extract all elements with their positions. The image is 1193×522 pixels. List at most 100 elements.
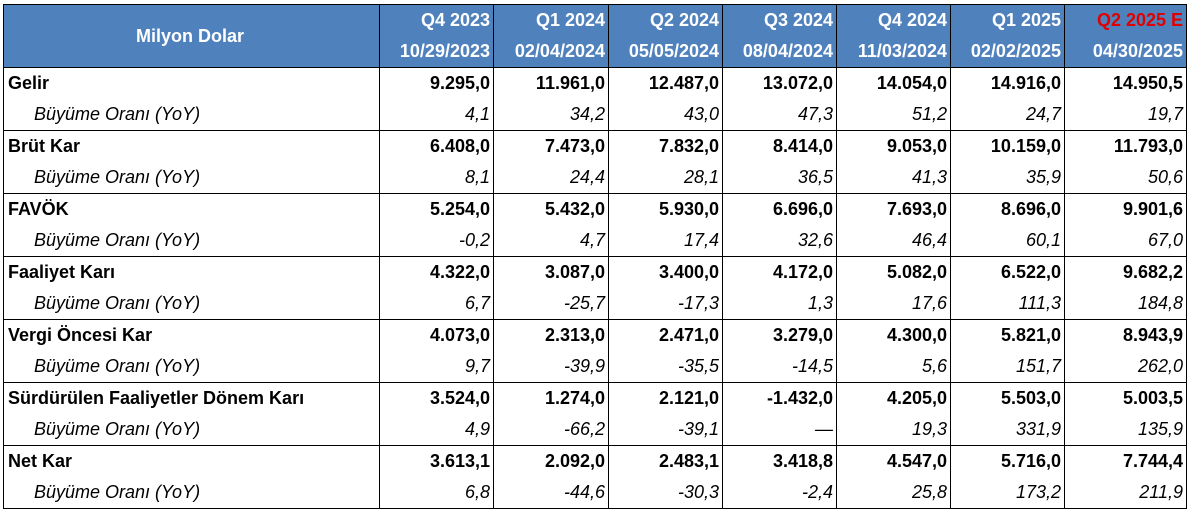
column-header-quarter: Q4 2024 xyxy=(836,4,951,36)
metric-value-cell: 6.696,0 xyxy=(722,193,837,225)
growth-value-cell: -39,1 xyxy=(608,414,723,446)
growth-label: Büyüme Oranı (YoY) xyxy=(3,99,380,131)
growth-value-cell: 17,6 xyxy=(836,288,951,320)
metric-value-cell: 2.471,0 xyxy=(608,319,723,351)
column-header-quarter: Q3 2024 xyxy=(722,4,837,36)
metric-value-cell: 5.716,0 xyxy=(950,445,1065,477)
metric-value-cell: 12.487,0 xyxy=(608,67,723,99)
growth-value-cell: -25,7 xyxy=(493,288,609,320)
growth-value-cell: 24,4 xyxy=(493,162,609,194)
growth-label: Büyüme Oranı (YoY) xyxy=(3,414,380,446)
growth-value-cell: 34,2 xyxy=(493,99,609,131)
growth-value-cell: -35,5 xyxy=(608,351,723,383)
metric-value-cell: 11.793,0 xyxy=(1064,130,1187,162)
metric-value-cell: 7.744,4 xyxy=(1064,445,1187,477)
growth-value-cell: -66,2 xyxy=(493,414,609,446)
metric-value-cell: 4.322,0 xyxy=(379,256,494,288)
metric-label: Brüt Kar xyxy=(3,130,380,162)
metric-value-cell: 5.930,0 xyxy=(608,193,723,225)
growth-value-cell: 36,5 xyxy=(722,162,837,194)
metric-value-cell: 7.832,0 xyxy=(608,130,723,162)
table-body: Gelir 9.295,0 11.961,0 12.487,0 13.072,0 14.0… xyxy=(3,67,1187,509)
growth-value-cell: 25,8 xyxy=(836,477,951,509)
metric-value-cell: 5.003,5 xyxy=(1064,382,1187,414)
metric-value-cell: 2.313,0 xyxy=(493,319,609,351)
financial-table-container: Milyon Dolar Q4 2023 Q1 2024 Q2 2024 Q3 … xyxy=(3,4,1187,509)
growth-value-cell: 6,8 xyxy=(379,477,494,509)
header-quarter-row: Milyon Dolar Q4 2023 Q1 2024 Q2 2024 Q3 … xyxy=(3,4,1187,68)
metric-row: FAVÖK 5.254,0 5.432,0 5.930,0 6.696,0 7.693,0… xyxy=(3,193,1187,225)
growth-value-cell: 184,8 xyxy=(1064,288,1187,320)
growth-value-cell: 5,6 xyxy=(836,351,951,383)
header-date-row: 10/29/2023 02/04/2024 05/05/2024 08/04/2… xyxy=(4,36,1187,68)
metric-value-cell: 5.432,0 xyxy=(493,193,609,225)
column-header-quarter: Q2 2024 xyxy=(608,4,723,36)
metric-value-cell: -1.432,0 xyxy=(722,382,837,414)
growth-row: Büyüme Oranı (YoY) 8,1 24,4 28,1 36,5 41,3 35,… xyxy=(3,162,1187,194)
growth-value-cell: 4,7 xyxy=(493,225,609,257)
metric-value-cell: 9.053,0 xyxy=(836,130,951,162)
metric-value-cell: 9.682,2 xyxy=(1064,256,1187,288)
growth-value-cell: 51,2 xyxy=(836,99,951,131)
growth-label: Büyüme Oranı (YoY) xyxy=(3,162,380,194)
growth-value-cell: 1,3 xyxy=(722,288,837,320)
growth-value-cell: 28,1 xyxy=(608,162,723,194)
growth-value-cell: 17,4 xyxy=(608,225,723,257)
metric-value-cell: 5.254,0 xyxy=(379,193,494,225)
growth-value-cell: 9,7 xyxy=(379,351,494,383)
column-header-quarter: Q1 2025 xyxy=(950,4,1065,36)
metric-value-cell: 5.082,0 xyxy=(836,256,951,288)
column-header-quarter-estimate: Q2 2025 E xyxy=(1064,4,1187,36)
metric-value-cell: 3.613,1 xyxy=(379,445,494,477)
column-header-date: 11/03/2024 xyxy=(836,36,951,68)
growth-value-cell: -2,4 xyxy=(722,477,837,509)
column-header-quarter: Q4 2023 xyxy=(379,4,494,36)
metric-value-cell: 13.072,0 xyxy=(722,67,837,99)
column-header-date: 10/29/2023 xyxy=(379,36,494,68)
growth-value-cell: 4,1 xyxy=(379,99,494,131)
metric-value-cell: 5.821,0 xyxy=(950,319,1065,351)
column-header-date: 08/04/2024 xyxy=(722,36,837,68)
metric-value-cell: 4.205,0 xyxy=(836,382,951,414)
column-header-date-estimate: 04/30/2025 xyxy=(1064,36,1187,68)
growth-value-cell: 43,0 xyxy=(608,99,723,131)
metric-row: Sürdürülen Faaliyetler Dönem Karı 3.524,0… xyxy=(3,382,1187,414)
metric-value-cell: 3.087,0 xyxy=(493,256,609,288)
metric-value-cell: 2.483,1 xyxy=(608,445,723,477)
growth-label: Büyüme Oranı (YoY) xyxy=(3,351,380,383)
growth-value-cell: -17,3 xyxy=(608,288,723,320)
metric-value-cell: 4.172,0 xyxy=(722,256,837,288)
metric-value-cell: 9.901,6 xyxy=(1064,193,1187,225)
metric-value-cell: 14.916,0 xyxy=(950,67,1065,99)
metric-label: Vergi Öncesi Kar xyxy=(3,319,380,351)
column-header-date: 02/04/2024 xyxy=(493,36,609,68)
metric-label: FAVÖK xyxy=(3,193,380,225)
growth-row: Büyüme Oranı (YoY) 4,1 34,2 43,0 47,3 51,2 24,… xyxy=(3,99,1187,131)
metric-value-cell: 11.961,0 xyxy=(493,67,609,99)
growth-value-cell: 8,1 xyxy=(379,162,494,194)
growth-value-cell: 67,0 xyxy=(1064,225,1187,257)
metric-value-cell: 10.159,0 xyxy=(950,130,1065,162)
metric-label: Sürdürülen Faaliyetler Dönem Karı xyxy=(3,382,380,414)
growth-row: Büyüme Oranı (YoY) 4,9 -66,2 -39,1—19,3 331,… xyxy=(3,414,1187,446)
growth-value-cell: -44,6 xyxy=(493,477,609,509)
metric-value-cell: 4.073,0 xyxy=(379,319,494,351)
metric-value-cell: 3.524,0 xyxy=(379,382,494,414)
growth-label: Büyüme Oranı (YoY) xyxy=(3,477,380,509)
growth-value-cell: 331,9 xyxy=(950,414,1065,446)
metric-value-cell: 6.408,0 xyxy=(379,130,494,162)
growth-value-cell: -30,3 xyxy=(608,477,723,509)
metric-value-cell: 3.418,8 xyxy=(722,445,837,477)
metric-label: Net Kar xyxy=(3,445,380,477)
growth-value-cell: 173,2 xyxy=(950,477,1065,509)
column-header-quarter: Q1 2024 xyxy=(493,4,609,36)
growth-row: Büyüme Oranı (YoY) 6,7 -25,7 -17,3 1,3 17,6 11… xyxy=(3,288,1187,320)
metric-row: Net Kar 3.613,1 2.092,0 2.483,1 3.418,8 4.547… xyxy=(3,445,1187,477)
metric-value-cell: 3.400,0 xyxy=(608,256,723,288)
growth-value-cell: — xyxy=(722,414,837,446)
metric-row: Brüt Kar 6.408,0 7.473,0 7.832,0 8.414,0 9.05… xyxy=(3,130,1187,162)
growth-value-cell: 6,7 xyxy=(379,288,494,320)
growth-value-cell: 24,7 xyxy=(950,99,1065,131)
financial-summary-table: Milyon Dolar Q4 2023 Q1 2024 Q2 2024 Q3 … xyxy=(3,4,1187,509)
growth-value-cell: 211,9 xyxy=(1064,477,1187,509)
